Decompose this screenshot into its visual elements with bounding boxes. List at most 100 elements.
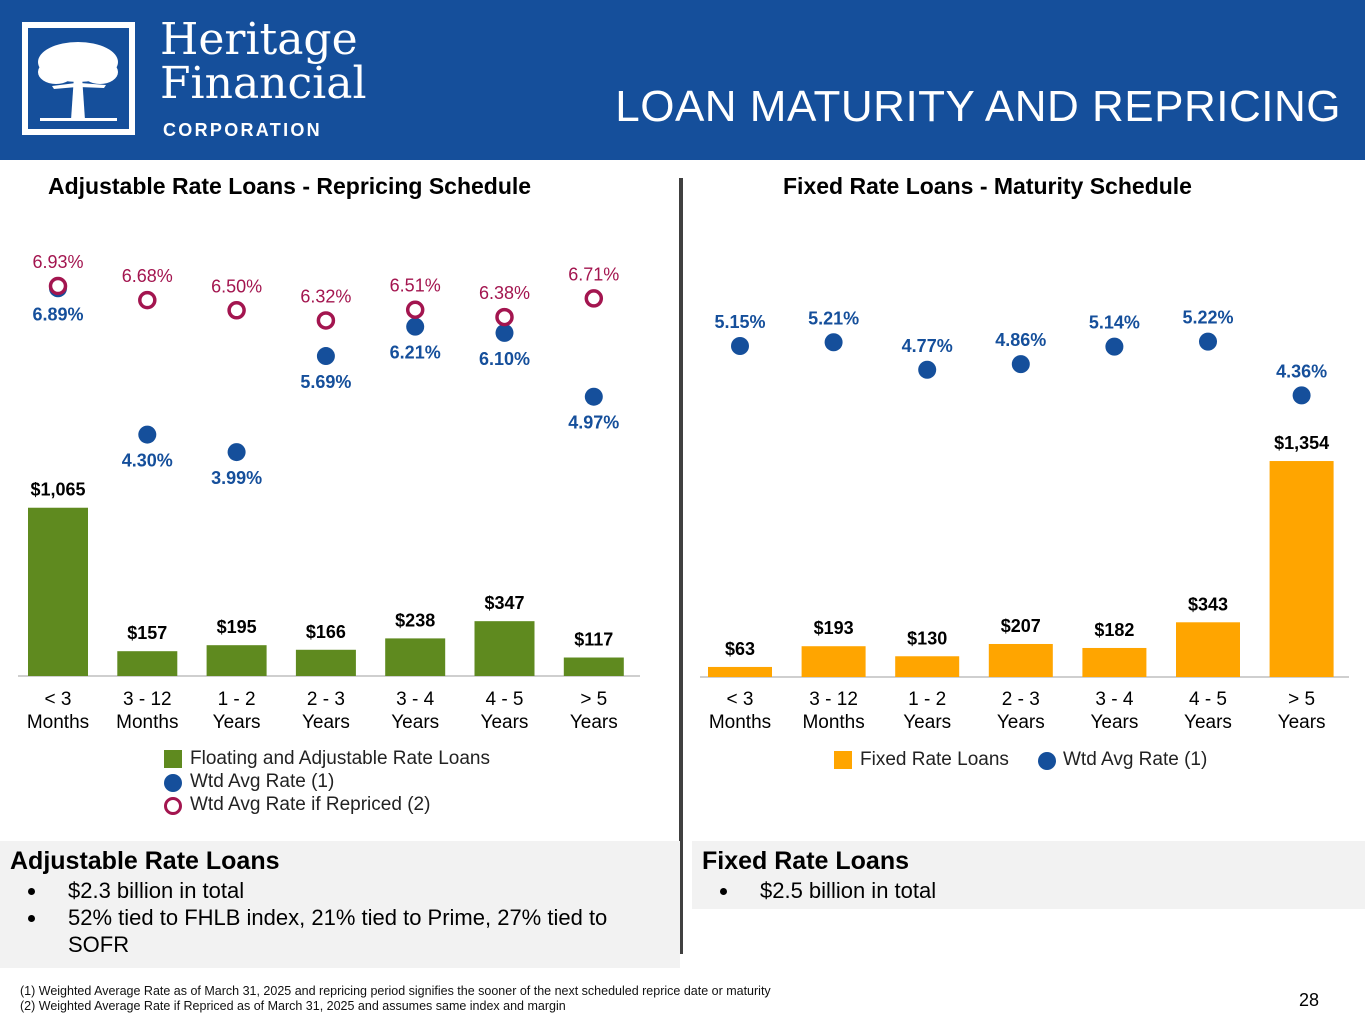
left-chart-title: Adjustable Rate Loans - Repricing Schedu…	[48, 173, 532, 199]
bullet-list: $2.5 billion in total	[722, 877, 936, 904]
rate-marker	[495, 323, 514, 342]
x-tick-label: 3 - 4	[1095, 689, 1133, 710]
bar-value-label: $63	[725, 639, 755, 659]
rate-label: 6.68%	[122, 266, 173, 286]
bar	[801, 646, 866, 677]
panel-title: Adjustable Rate Loans	[10, 847, 280, 875]
x-tick-label: Years	[302, 712, 350, 733]
legend-label: Wtd Avg Rate if Repriced (2)	[190, 794, 431, 815]
logo-corporation: CORPORATION	[163, 120, 322, 140]
company-logo-name: Heritage Financial	[160, 18, 367, 106]
x-tick-label: 3 - 12	[809, 689, 858, 710]
rate-label: 4.77%	[902, 336, 953, 356]
footnote-2: (2) Weighted Average Rate if Repriced as…	[20, 999, 566, 1013]
rate-label: 6.93%	[32, 252, 83, 272]
x-tick-label: Years	[1184, 712, 1232, 733]
rate-marker-repriced	[227, 301, 246, 320]
rate-label: 3.99%	[211, 468, 262, 488]
x-tick-label: Years	[997, 712, 1045, 733]
rate-marker-repriced	[405, 300, 425, 319]
fixed-summary-panel: Fixed Rate Loans $2.5 billion in total	[692, 841, 1365, 909]
bar	[563, 657, 624, 676]
rate-label: 6.71%	[568, 264, 619, 284]
rate-marker-repriced	[316, 311, 336, 330]
bar-value-label: $1,354	[1274, 433, 1329, 453]
page-number: 28	[1298, 990, 1319, 1010]
bar	[1269, 461, 1334, 677]
bar-value-label: $182	[1094, 620, 1134, 640]
x-tick-label: 2 - 3	[1002, 689, 1040, 710]
rate-label: 6.10%	[479, 349, 530, 369]
logo-line-2: Financial	[160, 58, 367, 109]
rate-marker-repriced	[138, 290, 157, 310]
rate-marker	[138, 425, 157, 444]
legend-ring-icon	[164, 797, 182, 815]
x-tick-label: Years	[391, 712, 439, 733]
bar-value-label: $1,065	[30, 480, 85, 500]
x-tick-label: 1 - 2	[218, 689, 256, 710]
header-banner: Heritage Financial CORPORATION LOAN MATU…	[0, 0, 1365, 160]
rate-label: 4.36%	[1276, 361, 1327, 381]
page-title: LOAN MATURITY AND REPRICING	[615, 82, 1341, 131]
bar	[206, 645, 267, 676]
logo-line-1: Heritage	[160, 14, 358, 65]
bar	[1082, 647, 1147, 677]
rate-marker-repriced	[584, 289, 604, 308]
list-item: $2.3 billion in total	[48, 877, 648, 904]
rate-label: 5.15%	[714, 312, 765, 332]
x-tick-label: Years	[570, 712, 618, 733]
rate-label: 4.30%	[122, 451, 173, 471]
bar	[708, 666, 772, 677]
x-tick-label: Months	[116, 712, 178, 733]
bar-value-label: $117	[574, 630, 613, 650]
bar-value-label: $238	[395, 610, 435, 630]
bar	[28, 507, 88, 676]
x-tick-label: Years	[903, 712, 951, 733]
bullet-list: $2.3 billion in total 52% tied to FHLB i…	[30, 877, 648, 958]
list-item: 52% tied to FHLB index, 21% tied to Prim…	[48, 904, 648, 958]
x-tick-label: < 3	[727, 689, 754, 710]
legend-dot-icon	[164, 774, 182, 792]
x-tick-label: Years	[213, 712, 261, 733]
rate-label: 6.89%	[32, 304, 83, 324]
rate-marker	[1292, 386, 1311, 405]
bar-value-label: $207	[1001, 616, 1041, 636]
bar-value-label: $130	[907, 628, 947, 648]
x-tick-label: Months	[802, 712, 864, 733]
x-tick-label: > 5	[1288, 689, 1315, 710]
x-tick-label: Years	[481, 712, 529, 733]
bar	[117, 651, 178, 676]
bar	[385, 638, 446, 676]
rate-marker	[316, 347, 335, 366]
logo-tree-icon	[22, 22, 135, 135]
rate-marker	[406, 317, 425, 336]
bar-value-label: $347	[484, 593, 524, 613]
x-tick-label: 3 - 12	[123, 689, 172, 710]
x-tick-label: 4 - 5	[485, 689, 523, 710]
legend-label: Wtd Avg Rate (1)	[1063, 749, 1208, 770]
rate-label: 6.51%	[390, 276, 441, 296]
rate-label: 6.38%	[479, 283, 530, 303]
bar-value-label: $195	[217, 617, 257, 637]
rate-marker	[824, 333, 843, 352]
rate-label: 4.86%	[995, 330, 1046, 350]
x-tick-label: 2 - 3	[307, 689, 345, 710]
rate-label: 5.14%	[1089, 313, 1140, 333]
rate-marker-repriced	[495, 307, 514, 327]
bar	[295, 649, 356, 676]
rate-marker	[1105, 337, 1124, 356]
rate-marker	[227, 443, 246, 462]
rate-label: 4.97%	[568, 413, 619, 433]
rate-label: 5.21%	[808, 308, 859, 328]
rate-label: 5.69%	[300, 372, 351, 392]
rate-marker	[918, 360, 937, 379]
footnote-1: (1) Weighted Average Rate as of March 31…	[20, 984, 771, 998]
panel-title: Fixed Rate Loans	[702, 847, 909, 875]
legend-label: Floating and Adjustable Rate Loans	[190, 748, 490, 769]
section-divider	[679, 178, 683, 954]
x-tick-label: Months	[27, 712, 89, 733]
bar	[1176, 622, 1240, 677]
legend-swatch-orange	[834, 751, 852, 769]
